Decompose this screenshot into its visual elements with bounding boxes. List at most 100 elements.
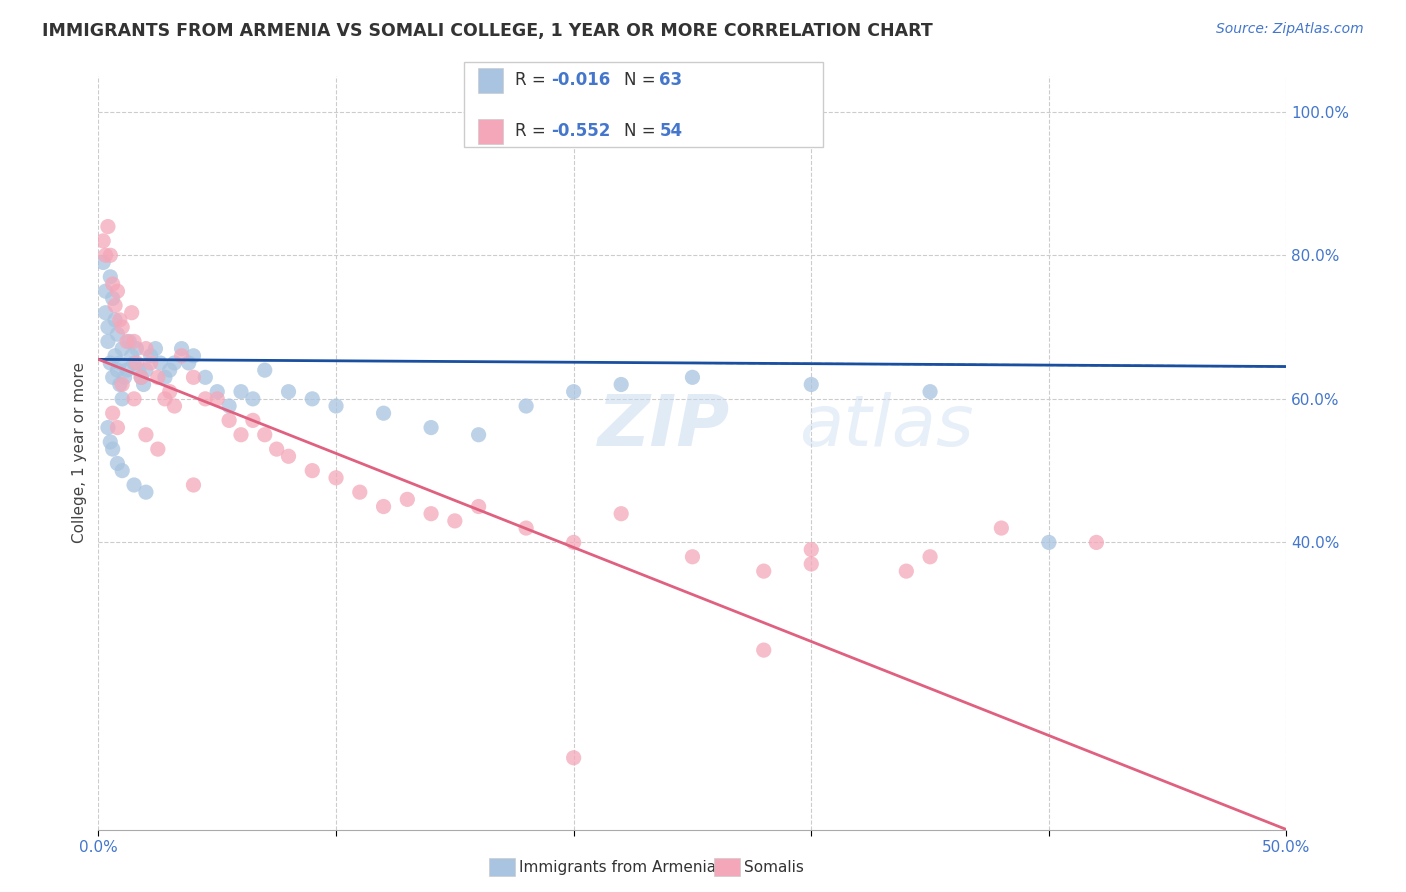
Point <box>115 363 138 377</box>
Point <box>122 356 145 370</box>
Y-axis label: College, 1 year or more: College, 1 year or more <box>72 362 87 543</box>
Point <box>800 542 823 557</box>
Point <box>177 356 200 370</box>
Point <box>752 564 775 578</box>
Point <box>104 313 127 327</box>
Point <box>373 500 395 514</box>
Point <box>122 478 145 492</box>
Point <box>128 363 150 377</box>
Point <box>122 392 145 406</box>
Point <box>800 557 823 571</box>
Point <box>98 248 121 262</box>
Point <box>132 377 155 392</box>
Text: atlas: atlas <box>800 392 974 461</box>
Point <box>242 392 264 406</box>
Point <box>115 334 138 349</box>
Text: -0.552: -0.552 <box>551 122 610 140</box>
Point <box>104 349 127 363</box>
Point <box>183 478 205 492</box>
Point <box>121 349 143 363</box>
Point <box>101 370 124 384</box>
Point <box>183 370 205 384</box>
Point <box>163 399 186 413</box>
Point <box>681 549 703 564</box>
Point <box>325 399 347 413</box>
Point <box>98 269 121 284</box>
Point <box>111 342 134 356</box>
Point <box>107 327 129 342</box>
Point <box>107 284 129 298</box>
Point <box>139 349 162 363</box>
Point <box>145 342 167 356</box>
Point <box>349 485 371 500</box>
Point <box>253 427 276 442</box>
Point <box>108 356 131 370</box>
Text: Somalis: Somalis <box>744 860 804 874</box>
Point <box>562 384 585 399</box>
Point <box>920 384 942 399</box>
Point <box>97 334 120 349</box>
Point <box>1085 535 1108 549</box>
Point <box>107 363 129 377</box>
Point <box>135 363 157 377</box>
Point <box>91 255 114 269</box>
Point <box>266 442 288 456</box>
Point <box>163 356 186 370</box>
Point <box>149 356 172 370</box>
Point <box>800 377 823 392</box>
Point <box>444 514 467 528</box>
Text: R =: R = <box>515 122 551 140</box>
Point <box>420 507 443 521</box>
Point <box>277 384 299 399</box>
Point <box>896 564 918 578</box>
Point <box>207 384 229 399</box>
Text: IMMIGRANTS FROM ARMENIA VS SOMALI COLLEGE, 1 YEAR OR MORE CORRELATION CHART: IMMIGRANTS FROM ARMENIA VS SOMALI COLLEG… <box>42 22 934 40</box>
Point <box>229 384 252 399</box>
Point <box>107 420 129 434</box>
Point <box>990 521 1012 535</box>
Point <box>373 406 395 420</box>
Text: -0.016: -0.016 <box>551 71 610 89</box>
Point <box>610 377 633 392</box>
Point <box>515 399 537 413</box>
Point <box>218 413 240 427</box>
Text: 63: 63 <box>659 71 682 89</box>
Point <box>94 248 117 262</box>
Text: N =: N = <box>624 122 661 140</box>
Point <box>515 521 537 535</box>
Point <box>125 356 148 370</box>
Point <box>159 384 181 399</box>
Point <box>610 507 633 521</box>
Point <box>562 751 585 765</box>
Point <box>108 377 131 392</box>
Point <box>467 500 489 514</box>
Point <box>91 234 114 248</box>
Point <box>1038 535 1060 549</box>
Point <box>111 392 134 406</box>
Point <box>207 392 229 406</box>
Point <box>139 356 162 370</box>
Point <box>135 485 157 500</box>
Point <box>101 406 124 420</box>
Point <box>97 320 120 334</box>
Point <box>325 471 347 485</box>
Point <box>97 219 120 234</box>
Point <box>101 442 124 456</box>
Point <box>122 334 145 349</box>
Text: Immigrants from Armenia: Immigrants from Armenia <box>519 860 716 874</box>
Point <box>277 450 299 464</box>
Point <box>146 442 169 456</box>
Point <box>218 399 240 413</box>
Point <box>153 392 176 406</box>
Point <box>98 356 121 370</box>
Point <box>301 464 323 478</box>
Point <box>94 284 117 298</box>
Point <box>135 427 157 442</box>
Point <box>153 370 176 384</box>
Text: Source: ZipAtlas.com: Source: ZipAtlas.com <box>1216 22 1364 37</box>
Point <box>101 291 124 305</box>
Text: 54: 54 <box>659 122 682 140</box>
Point <box>194 370 217 384</box>
Text: ZIP: ZIP <box>598 392 730 461</box>
Text: R =: R = <box>515 71 551 89</box>
